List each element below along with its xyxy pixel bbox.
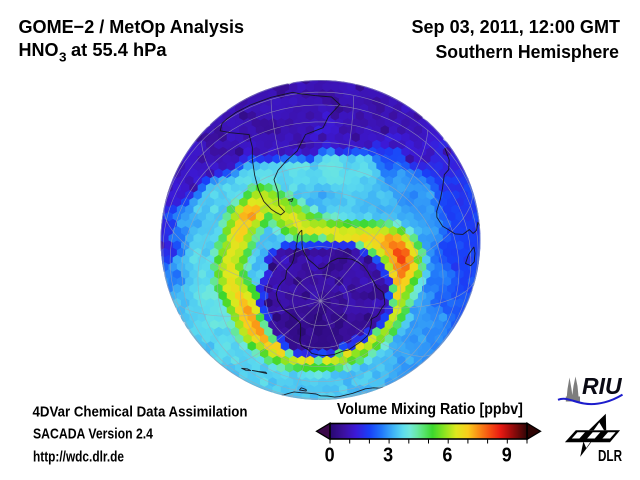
svg-text:HNO: HNO — [19, 39, 59, 60]
svg-text:DLR: DLR — [598, 448, 622, 465]
svg-text:0: 0 — [325, 445, 335, 467]
svg-text:SACADA Version 2.4: SACADA Version 2.4 — [33, 427, 154, 443]
svg-text:Sep 03, 2011, 12:00 GMT: Sep 03, 2011, 12:00 GMT — [412, 16, 621, 37]
svg-text:6: 6 — [442, 445, 452, 467]
svg-text:3: 3 — [59, 50, 67, 64]
svg-text:3: 3 — [383, 445, 393, 467]
svg-text:9: 9 — [502, 445, 512, 467]
svg-text:http://wdc.dlr.de: http://wdc.dlr.de — [33, 450, 124, 466]
svg-text:at 55.4 hPa: at 55.4 hPa — [71, 39, 167, 60]
svg-text:RIU: RIU — [582, 373, 623, 399]
svg-text:4DVar Chemical Data Assimilati: 4DVar Chemical Data Assimilation — [33, 405, 248, 421]
svg-text:Southern Hemisphere: Southern Hemisphere — [436, 41, 620, 62]
svg-text:GOME−2 / MetOp Analysis: GOME−2 / MetOp Analysis — [19, 16, 245, 37]
svg-text:Volume Mixing Ratio [ppbv]: Volume Mixing Ratio [ppbv] — [337, 401, 523, 418]
